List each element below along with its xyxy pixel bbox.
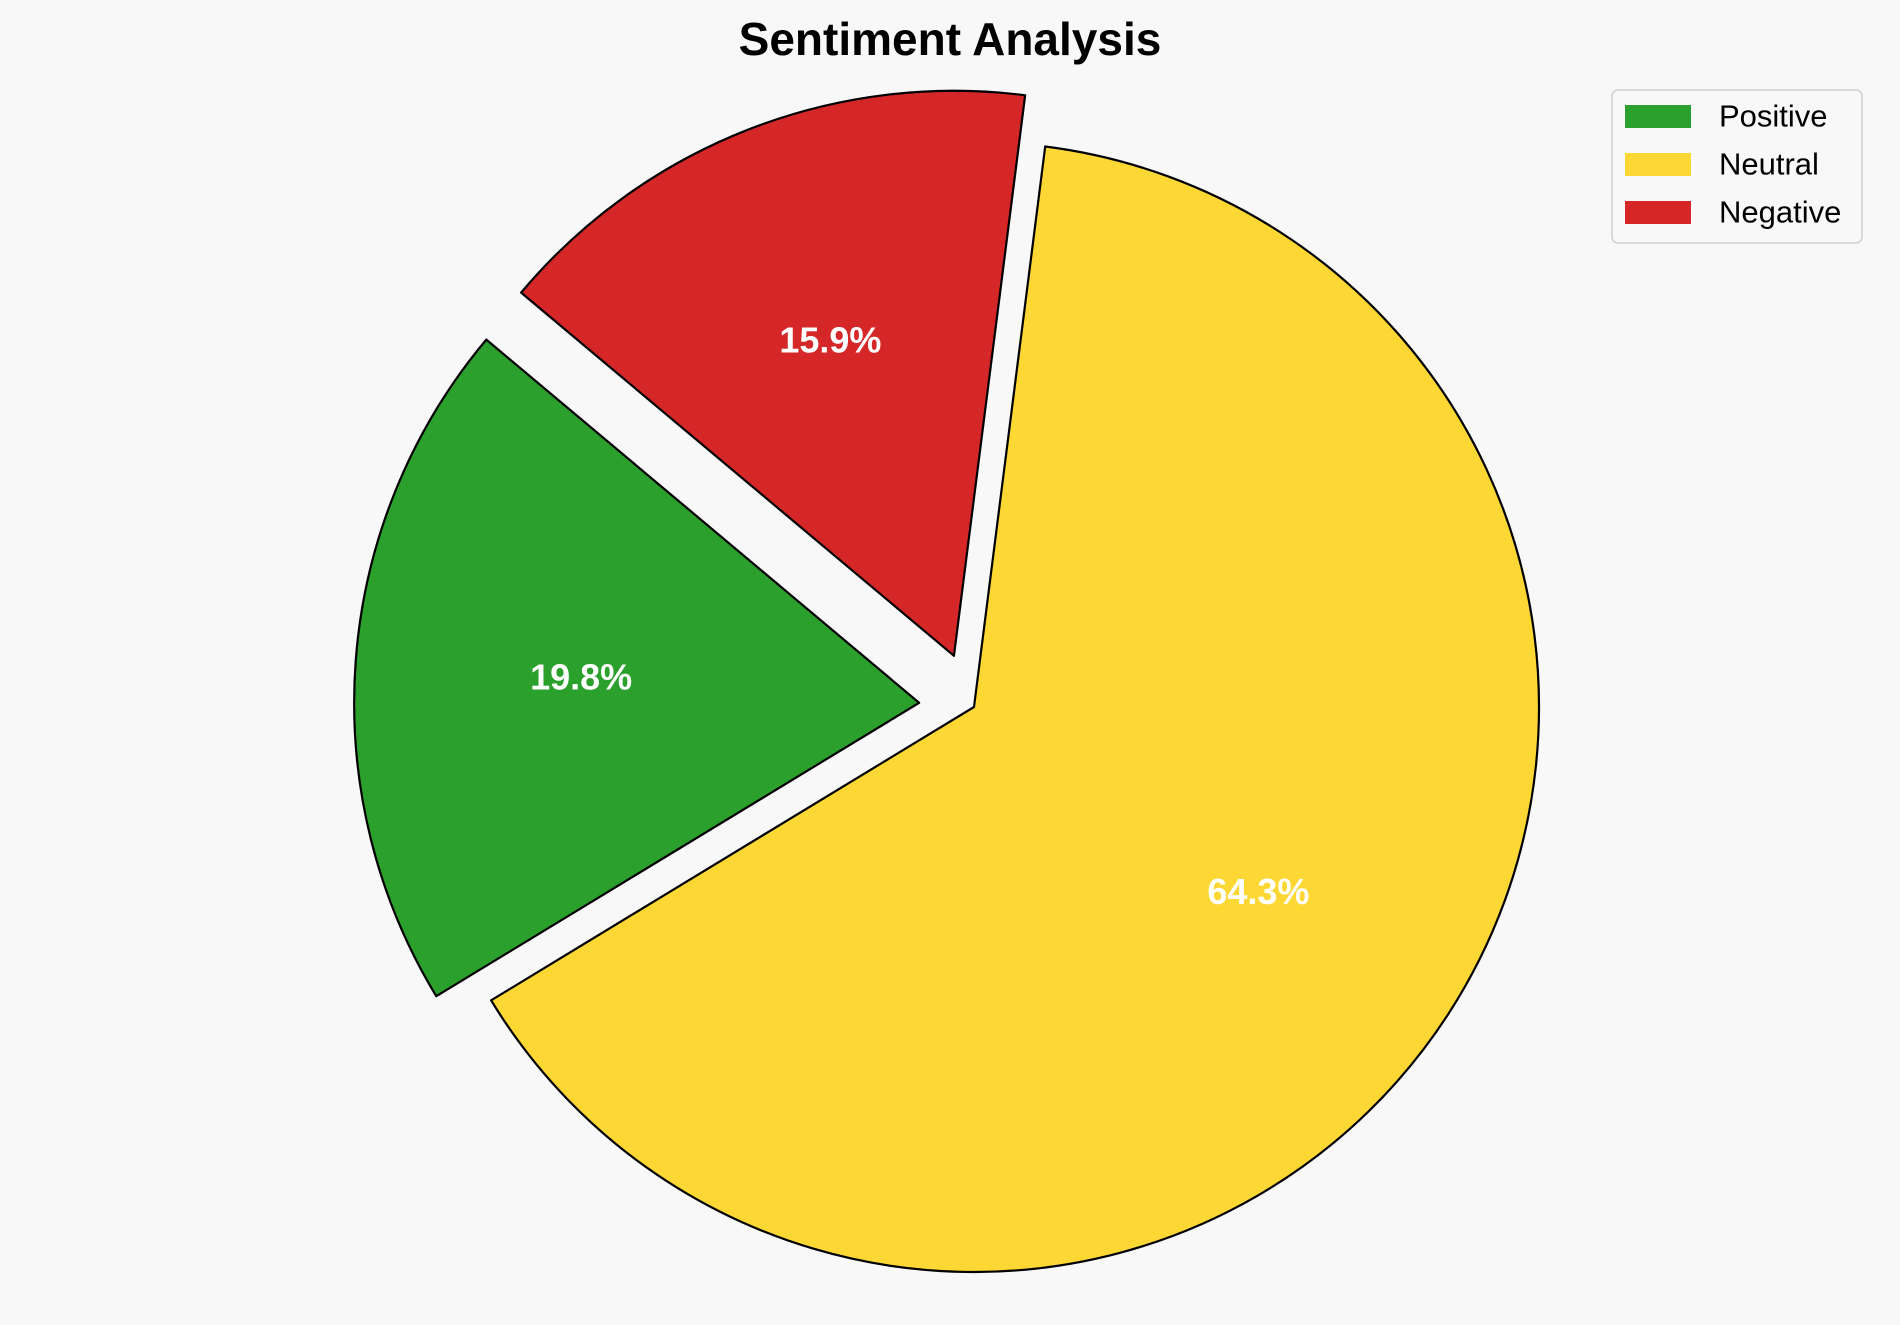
legend-swatch-positive [1625, 105, 1691, 128]
legend-label-neutral: Neutral [1719, 147, 1819, 182]
legend-label-positive: Positive [1719, 99, 1828, 134]
pie-slice-neutral [490, 145, 1541, 1274]
pie-slice-labels: 19.8% 64.3% 15.9% [530, 320, 1309, 912]
legend-swatch-neutral [1625, 153, 1691, 176]
legend-label-negative: Negative [1719, 195, 1841, 230]
slice-label-negative: 15.9% [779, 320, 881, 361]
chart-title: Sentiment Analysis [739, 13, 1162, 65]
pie-slice-positive [353, 338, 921, 998]
legend: Positive Neutral Negative [1611, 89, 1863, 244]
pie-slices [353, 89, 1541, 1274]
pie-slice-negative [520, 89, 1027, 657]
slice-label-neutral: 64.3% [1207, 871, 1309, 912]
legend-items: Positive Neutral Negative [1625, 99, 1841, 230]
slice-label-positive: 19.8% [530, 657, 632, 698]
legend-swatch-negative [1625, 201, 1691, 224]
